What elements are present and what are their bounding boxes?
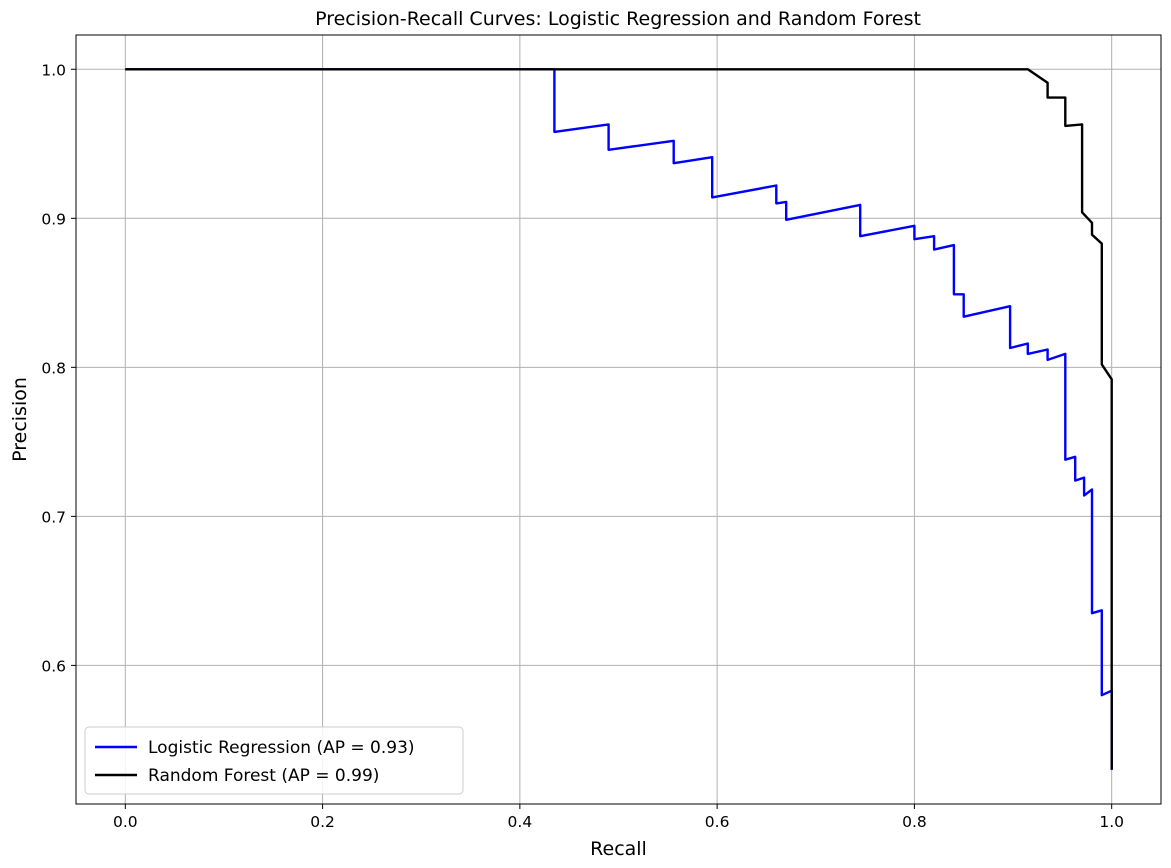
y-tick-label: 0.8 xyxy=(41,359,66,377)
series-lines xyxy=(125,68,1113,770)
legend: Logistic Regression (AP = 0.93) Random Fo… xyxy=(84,726,464,795)
plot-frame xyxy=(75,34,1162,805)
x-tick-label: 0.0 xyxy=(113,813,138,831)
legend-box xyxy=(84,726,464,795)
x-axis-ticks: 0.0 0.2 0.4 0.6 0.8 1.0 xyxy=(113,804,1124,831)
y-tick-label: 1.0 xyxy=(41,61,66,79)
y-axis-label: Precision xyxy=(9,377,31,462)
y-axis-ticks: 0.6 0.7 0.8 0.9 1.0 xyxy=(41,61,76,675)
x-tick-label: 0.6 xyxy=(705,813,730,831)
legend-label: Logistic Regression (AP = 0.93) xyxy=(148,738,415,758)
legend-label: Random Forest (AP = 0.99) xyxy=(148,766,379,786)
x-tick-label: 1.0 xyxy=(1099,813,1124,831)
x-tick-label: 0.8 xyxy=(902,813,927,831)
y-tick-label: 0.6 xyxy=(41,657,66,675)
y-tick-label: 0.9 xyxy=(41,210,66,228)
x-tick-label: 0.4 xyxy=(508,813,533,831)
chart-title: Precision-Recall Curves: Logistic Regres… xyxy=(315,8,921,30)
x-axis-label: Recall xyxy=(590,838,647,860)
series-line-logistic-regression xyxy=(125,68,1113,770)
series-line-random-forest xyxy=(125,68,1113,770)
y-tick-label: 0.7 xyxy=(41,508,66,526)
x-tick-label: 0.2 xyxy=(310,813,335,831)
